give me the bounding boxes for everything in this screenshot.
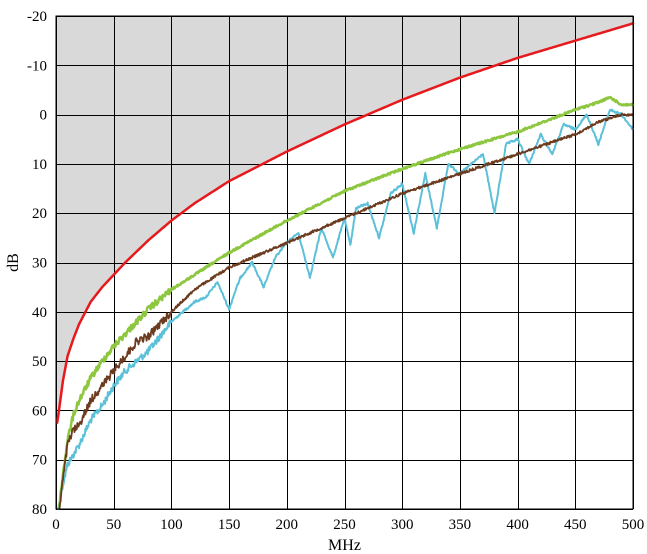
- limit-shaded-region: [57, 16, 633, 423]
- y-tick-label: -10: [27, 58, 47, 74]
- series-line-3: [57, 108, 634, 510]
- y-tick-label: -20: [27, 9, 47, 25]
- y-tick-label: 60: [32, 403, 47, 419]
- series-line-1: [58, 95, 635, 509]
- y-tick-labels: -20 -10 0 10 20 30 40 50 60 70 80: [27, 9, 47, 518]
- x-tick-label: 450: [564, 517, 587, 533]
- x-tick-label: 250: [333, 517, 356, 533]
- y-axis-label: dB: [5, 253, 22, 272]
- x-tick-labels: 0 50 100 150 200 250 300 350 400 450 500: [52, 517, 644, 533]
- y-tick-label: 0: [40, 108, 48, 124]
- x-tick-label: 500: [622, 517, 645, 533]
- x-tick-label: 100: [160, 517, 183, 533]
- y-tick-label: 70: [32, 453, 47, 469]
- x-tick-label: 350: [449, 517, 472, 533]
- x-axis-label: MHz: [328, 537, 361, 554]
- y-tick-label: 80: [32, 502, 47, 518]
- series-line-2: [58, 112, 634, 510]
- x-tick-label: 200: [276, 517, 299, 533]
- y-tick-label: 30: [32, 256, 47, 272]
- y-tick-label: 40: [32, 305, 47, 321]
- y-tick-label: 50: [32, 354, 47, 370]
- series-group: [55, 22, 635, 510]
- series-line-0: [55, 22, 635, 424]
- x-tick-label: 400: [506, 517, 529, 533]
- x-tick-label: 150: [218, 517, 241, 533]
- plot-frame: [55, 15, 634, 510]
- x-tick-label: 50: [106, 517, 121, 533]
- x-tick-label: 0: [52, 517, 60, 533]
- y-tick-label: 10: [32, 157, 47, 173]
- y-tick-label: 20: [32, 206, 47, 222]
- x-tick-label: 300: [391, 517, 414, 533]
